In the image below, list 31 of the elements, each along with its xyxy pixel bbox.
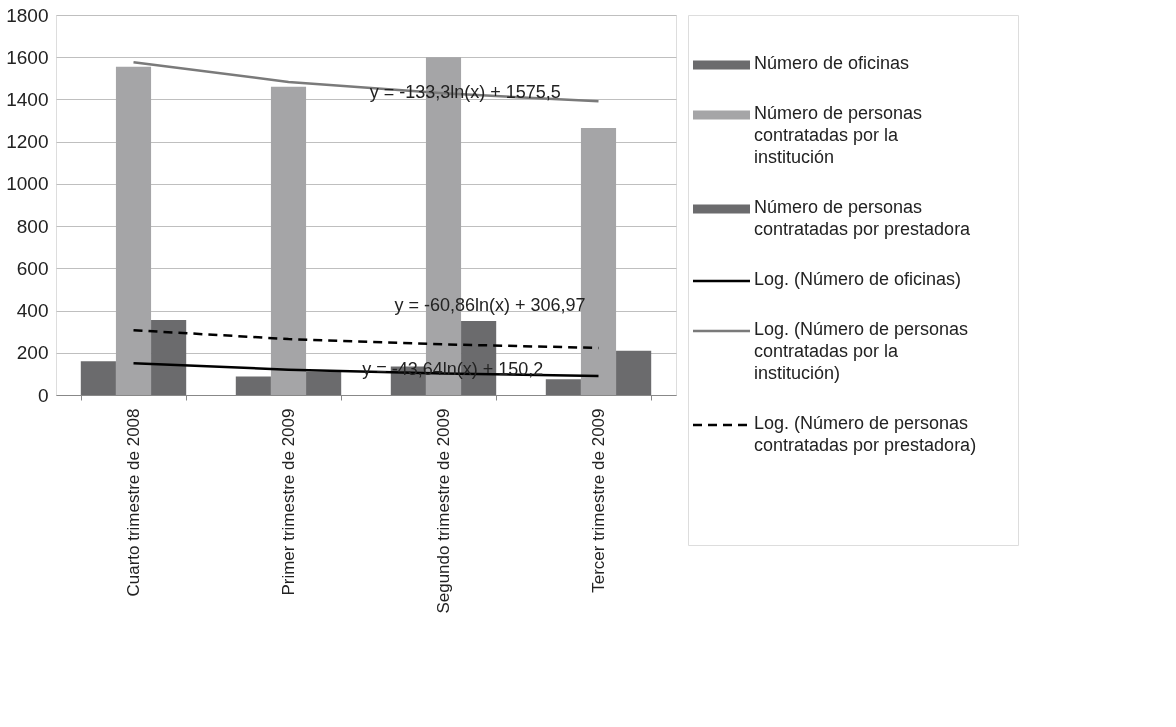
legend-label: Log. (Número de personas contratadas por la institución) [754, 319, 969, 383]
legend-label: Número de personas contratadas por la institución [754, 103, 923, 167]
legend-label: Número de oficinas [754, 53, 910, 73]
bar [306, 371, 342, 395]
x-tick-label: Tercer trimestre de 2009 [589, 408, 608, 593]
legend-label: Log. (Número de oficinas) [754, 269, 962, 289]
y-tick-label: 800 [16, 215, 49, 237]
x-tick-label: Cuarto trimestre de 2008 [124, 408, 143, 597]
line-series [132, 61, 600, 103]
line-series [132, 328, 600, 350]
bar [115, 66, 152, 395]
y-tick-label: 1200 [6, 131, 49, 153]
y-tick-label: 1400 [6, 88, 49, 110]
y-tick-label: 200 [16, 342, 49, 364]
y-tick-label: 0 [37, 384, 49, 406]
y-tick-label: 1600 [6, 46, 49, 68]
legend-label: Número de personas contratadas por prestadora [754, 197, 972, 239]
bar [270, 86, 307, 395]
x-tick-label: Primer trimestre de 2009 [279, 408, 298, 596]
annotation: y = -60,86ln(x) + 306,97 [394, 294, 586, 315]
legend-label: Log. (Número de personas contratadas por prestadora) [754, 413, 977, 455]
y-tick-label: 1800 [6, 4, 49, 26]
y-tick-label: 600 [16, 257, 49, 279]
x-tick-label: Segundo trimestre de 2009 [434, 408, 453, 614]
bar [151, 320, 187, 395]
bar [545, 379, 581, 395]
y-tick-label: 1000 [6, 173, 49, 195]
bar [235, 376, 271, 395]
y-tick-label: 400 [16, 300, 49, 322]
bar [616, 350, 652, 395]
bar [80, 361, 116, 395]
